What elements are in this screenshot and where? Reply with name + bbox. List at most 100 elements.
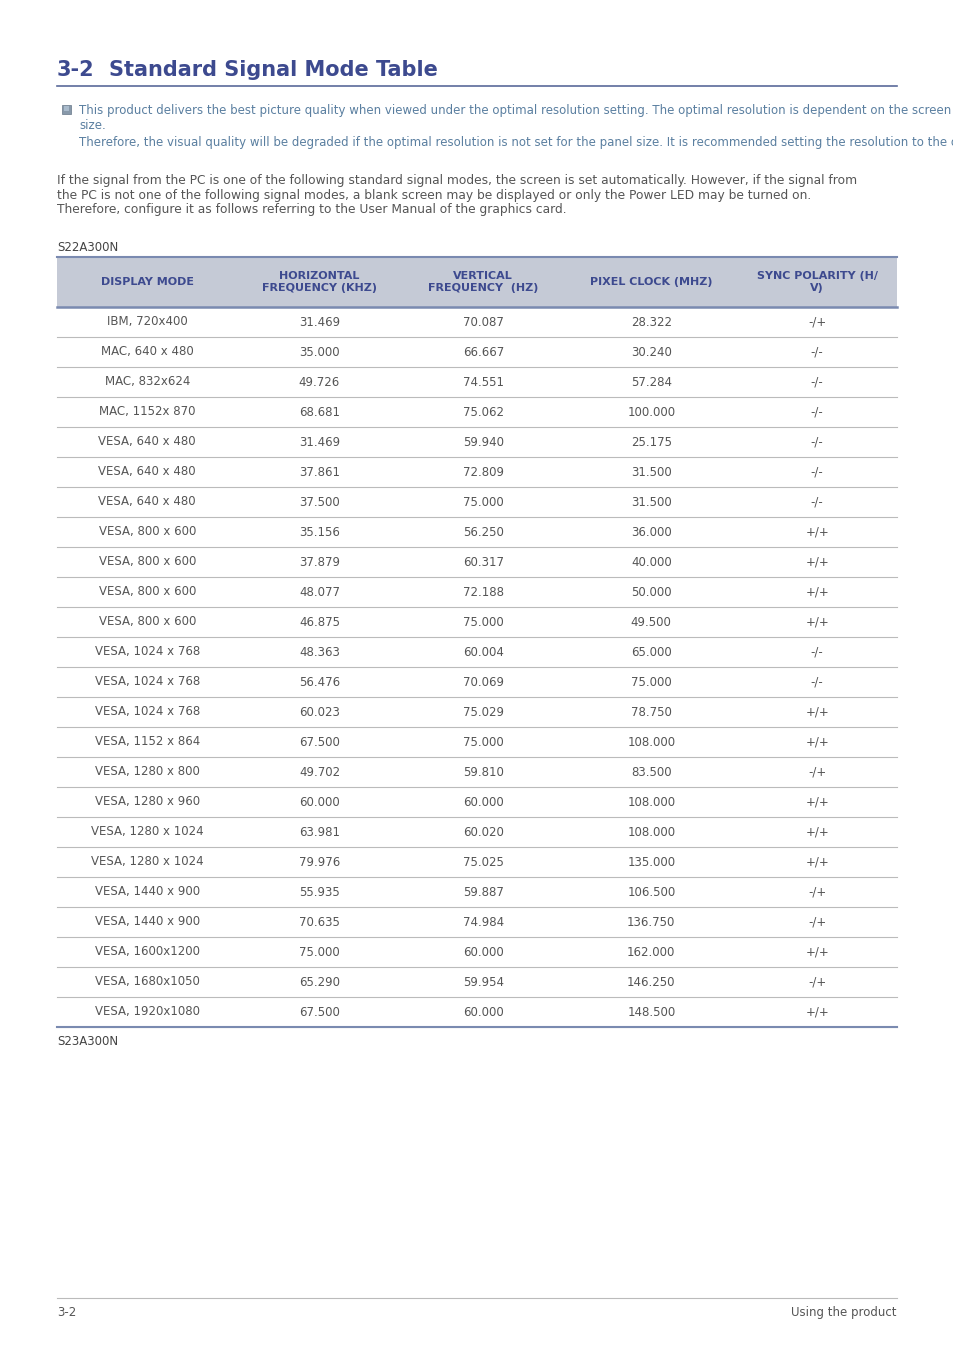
Text: VERTICAL
FREQUENCY  (HZ): VERTICAL FREQUENCY (HZ) — [428, 271, 537, 293]
Bar — [57, 846, 896, 878]
Text: S23A300N: S23A300N — [57, 1035, 118, 1048]
Bar — [57, 487, 896, 517]
Text: 72.188: 72.188 — [462, 586, 503, 598]
Text: 75.000: 75.000 — [299, 945, 339, 958]
Text: 25.175: 25.175 — [630, 436, 671, 448]
Text: -/+: -/+ — [807, 976, 825, 988]
Text: -/-: -/- — [810, 495, 822, 509]
Text: 79.976: 79.976 — [298, 856, 340, 868]
Text: 136.750: 136.750 — [626, 915, 675, 929]
Text: 162.000: 162.000 — [626, 945, 675, 958]
Text: 74.551: 74.551 — [462, 375, 503, 389]
Text: 31.500: 31.500 — [630, 495, 671, 509]
Text: +/+: +/+ — [804, 706, 828, 718]
Text: DISPLAY MODE: DISPLAY MODE — [101, 277, 193, 288]
Text: 50.000: 50.000 — [630, 586, 671, 598]
Text: If the signal from the PC is one of the following standard signal modes, the scr: If the signal from the PC is one of the … — [57, 174, 856, 188]
Text: VESA, 1440 x 900: VESA, 1440 x 900 — [94, 915, 199, 929]
Text: +/+: +/+ — [804, 555, 828, 568]
Text: 49.500: 49.500 — [630, 616, 671, 629]
Text: -/-: -/- — [810, 645, 822, 659]
Text: +/+: +/+ — [804, 795, 828, 809]
Bar — [57, 458, 896, 487]
Text: 31.469: 31.469 — [298, 316, 339, 328]
Text: -/-: -/- — [810, 405, 822, 418]
Text: 3-2: 3-2 — [57, 59, 94, 80]
Bar — [57, 397, 896, 427]
Text: Therefore, configure it as follows referring to the User Manual of the graphics : Therefore, configure it as follows refer… — [57, 202, 566, 216]
Text: VESA, 1280 x 1024: VESA, 1280 x 1024 — [91, 825, 203, 838]
Text: VESA, 1024 x 768: VESA, 1024 x 768 — [94, 675, 200, 688]
Text: 31.500: 31.500 — [630, 466, 671, 478]
Text: 37.861: 37.861 — [298, 466, 339, 478]
Text: VESA, 1152 x 864: VESA, 1152 x 864 — [94, 736, 200, 748]
Bar — [57, 878, 896, 907]
Text: VESA, 1024 x 768: VESA, 1024 x 768 — [94, 645, 200, 659]
Text: 60.004: 60.004 — [462, 645, 503, 659]
Text: -/-: -/- — [810, 675, 822, 688]
Text: 75.000: 75.000 — [462, 616, 503, 629]
Text: 3-2: 3-2 — [57, 1305, 76, 1319]
Text: 59.887: 59.887 — [462, 886, 503, 899]
Text: 67.500: 67.500 — [298, 1006, 339, 1018]
Text: -/-: -/- — [810, 346, 822, 359]
Bar — [57, 256, 896, 306]
Text: VESA, 1280 x 1024: VESA, 1280 x 1024 — [91, 856, 203, 868]
Text: 146.250: 146.250 — [626, 976, 675, 988]
Text: 135.000: 135.000 — [626, 856, 675, 868]
Text: 148.500: 148.500 — [626, 1006, 675, 1018]
Bar — [57, 576, 896, 608]
Bar — [62, 104, 71, 113]
Text: VESA, 640 x 480: VESA, 640 x 480 — [98, 466, 196, 478]
Text: PIXEL CLOCK (MHZ): PIXEL CLOCK (MHZ) — [590, 277, 712, 288]
Text: 63.981: 63.981 — [298, 825, 339, 838]
Text: 49.702: 49.702 — [298, 765, 339, 779]
Text: 59.954: 59.954 — [462, 976, 503, 988]
Text: Using the product: Using the product — [791, 1305, 896, 1319]
Text: VESA, 1280 x 800: VESA, 1280 x 800 — [94, 765, 199, 779]
Text: 75.029: 75.029 — [462, 706, 503, 718]
Text: VESA, 800 x 600: VESA, 800 x 600 — [98, 616, 195, 629]
Text: +/+: +/+ — [804, 856, 828, 868]
Text: 106.500: 106.500 — [626, 886, 675, 899]
Text: -/+: -/+ — [807, 886, 825, 899]
Text: VESA, 1680x1050: VESA, 1680x1050 — [94, 976, 199, 988]
Text: 65.290: 65.290 — [298, 976, 339, 988]
Text: 78.750: 78.750 — [630, 706, 671, 718]
Bar — [57, 907, 896, 937]
Text: VESA, 800 x 600: VESA, 800 x 600 — [98, 555, 195, 568]
Text: VESA, 640 x 480: VESA, 640 x 480 — [98, 436, 196, 448]
Text: 75.062: 75.062 — [462, 405, 503, 418]
Text: 49.726: 49.726 — [298, 375, 340, 389]
Text: 66.667: 66.667 — [462, 346, 503, 359]
Text: VESA, 1440 x 900: VESA, 1440 x 900 — [94, 886, 199, 899]
Text: +/+: +/+ — [804, 945, 828, 958]
Text: +/+: +/+ — [804, 616, 828, 629]
Text: 67.500: 67.500 — [298, 736, 339, 748]
Text: 75.000: 75.000 — [462, 495, 503, 509]
Text: HORIZONTAL
FREQUENCY (KHZ): HORIZONTAL FREQUENCY (KHZ) — [262, 271, 376, 293]
Text: 60.000: 60.000 — [462, 1006, 503, 1018]
Text: 60.000: 60.000 — [462, 945, 503, 958]
Text: +/+: +/+ — [804, 825, 828, 838]
Bar — [57, 937, 896, 967]
Text: 35.000: 35.000 — [299, 346, 339, 359]
Text: 60.317: 60.317 — [462, 555, 503, 568]
Text: 35.156: 35.156 — [298, 525, 339, 539]
Text: MAC, 832x624: MAC, 832x624 — [105, 375, 190, 389]
Text: IBM, 720x400: IBM, 720x400 — [107, 316, 188, 328]
Text: VESA, 640 x 480: VESA, 640 x 480 — [98, 495, 196, 509]
Text: 31.469: 31.469 — [298, 436, 339, 448]
Text: -/+: -/+ — [807, 915, 825, 929]
Text: VESA, 800 x 600: VESA, 800 x 600 — [98, 525, 195, 539]
Text: VESA, 1280 x 960: VESA, 1280 x 960 — [94, 795, 199, 809]
Text: 46.875: 46.875 — [298, 616, 339, 629]
Text: 28.322: 28.322 — [630, 316, 671, 328]
Text: SYNC POLARITY (H/
V): SYNC POLARITY (H/ V) — [756, 271, 877, 293]
Text: Therefore, the visual quality will be degraded if the optimal resolution is not : Therefore, the visual quality will be de… — [79, 136, 953, 148]
Text: 60.020: 60.020 — [462, 825, 503, 838]
Text: 37.879: 37.879 — [298, 555, 339, 568]
Text: 57.284: 57.284 — [630, 375, 671, 389]
Text: -/-: -/- — [810, 375, 822, 389]
Text: 75.025: 75.025 — [462, 856, 503, 868]
